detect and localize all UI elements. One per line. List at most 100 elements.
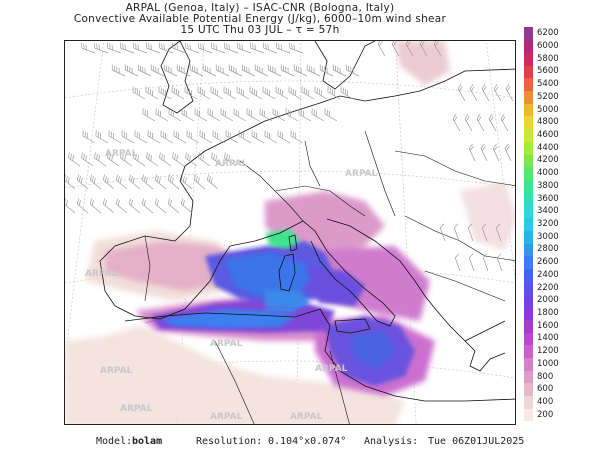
wind-barb <box>288 42 304 54</box>
wind-barb <box>142 108 156 122</box>
wind-barb <box>228 64 243 77</box>
wind-barb <box>137 64 152 77</box>
wind-barb <box>141 198 154 214</box>
wind-barb <box>262 42 278 54</box>
legend-label: 5400 <box>537 79 559 90</box>
wind-barb <box>311 108 325 122</box>
legend-label: 5200 <box>537 91 559 102</box>
wind-barb <box>224 152 237 167</box>
wind-barb <box>89 198 102 214</box>
wind-barb <box>186 130 200 144</box>
wind-barb <box>277 130 291 144</box>
legend-swatch <box>524 382 533 397</box>
wind-barb <box>262 86 276 100</box>
wind-barb <box>141 174 154 190</box>
wind-barb <box>223 42 239 54</box>
wind-barb <box>132 42 148 54</box>
legend-swatch <box>524 27 533 41</box>
legend-label: 400 <box>537 396 554 407</box>
wind-barb <box>496 253 503 272</box>
wind-barb <box>76 174 89 190</box>
wind-barb <box>481 223 488 242</box>
resolution-value: 0.104°x0.074° <box>268 436 347 447</box>
legend-label: 2000 <box>537 295 559 306</box>
legend-swatch <box>524 370 533 384</box>
wind-barb <box>158 86 172 100</box>
wind-barb <box>65 174 76 190</box>
wind-barb <box>82 130 96 144</box>
wind-barb <box>293 64 308 77</box>
wind-barb <box>185 152 198 167</box>
wind-barb <box>457 84 466 102</box>
wind-barb <box>184 86 198 100</box>
wind-barb <box>345 64 360 77</box>
analysis-value: Tue 06Z01JUL2025 <box>428 436 525 447</box>
wind-barb <box>173 130 187 144</box>
arpal-watermark: ARPAL <box>85 269 118 279</box>
weather-map: ARPAL ARPAL ARPAL ARPAL ARPAL ARPAL ARPAL ARPAL… <box>64 40 516 425</box>
legend-swatch <box>524 90 533 104</box>
wind-barb <box>146 152 159 167</box>
wind-barb <box>492 143 500 162</box>
wind-barb <box>215 64 230 77</box>
wind-barb <box>453 223 460 242</box>
wind-barb <box>198 152 211 167</box>
wind-barb <box>259 108 273 122</box>
wind-barb <box>377 41 386 57</box>
wind-barb <box>107 152 120 167</box>
legend-label: 1800 <box>537 307 559 318</box>
wind-barb <box>184 42 200 54</box>
wind-barb <box>194 108 208 122</box>
wind-barb <box>225 130 239 144</box>
wind-barb <box>193 174 206 190</box>
wind-barb <box>145 86 159 100</box>
wind-barb <box>133 152 146 167</box>
wind-barb <box>314 86 328 100</box>
wind-barb <box>172 152 185 167</box>
wind-barb <box>168 108 182 122</box>
wind-barb <box>493 84 502 102</box>
wind-barb <box>171 42 187 54</box>
wind-barb <box>210 86 224 100</box>
wind-barb <box>108 130 122 144</box>
analysis-label: Analysis: <box>364 436 419 447</box>
wind-barb <box>439 223 446 242</box>
legend-label: 3600 <box>537 193 559 204</box>
legend-label: 2400 <box>537 269 559 280</box>
coastlines <box>99 41 515 424</box>
wind-barb <box>76 198 89 214</box>
wind-barb <box>480 143 488 162</box>
wind-barb <box>327 86 341 100</box>
legend-swatch <box>524 255 533 269</box>
wind-barb <box>488 114 497 132</box>
wind-barb <box>128 174 141 190</box>
legend-label: 800 <box>537 371 554 382</box>
legend-label: 6000 <box>537 41 559 52</box>
wind-barbs <box>65 41 514 272</box>
wind-barb <box>150 64 165 77</box>
wind-barb <box>176 64 191 77</box>
wind-barb <box>132 86 146 100</box>
wind-barb <box>120 152 133 167</box>
wind-barb <box>319 64 334 77</box>
arpal-watermark: ARPAL <box>215 159 248 169</box>
legend-swatch <box>524 39 533 53</box>
wind-barb <box>504 143 512 162</box>
wind-barb <box>391 41 400 57</box>
legend-label: 5800 <box>537 53 559 64</box>
wind-barb <box>272 108 286 122</box>
legend-label: 3800 <box>537 180 559 191</box>
wind-barb <box>468 253 475 272</box>
wind-barb <box>95 130 109 144</box>
wind-barb <box>275 42 291 54</box>
legend-label: 6200 <box>537 28 559 39</box>
wind-barb <box>167 198 180 214</box>
wind-barb <box>211 152 224 167</box>
arpal-watermark: ARPAL <box>210 412 243 422</box>
wind-barb <box>495 223 502 242</box>
wind-barb <box>267 64 282 77</box>
wind-barb <box>223 86 237 100</box>
legend-label: 1200 <box>537 346 559 357</box>
legend-label: 5000 <box>537 104 559 115</box>
wind-barb <box>80 42 96 54</box>
